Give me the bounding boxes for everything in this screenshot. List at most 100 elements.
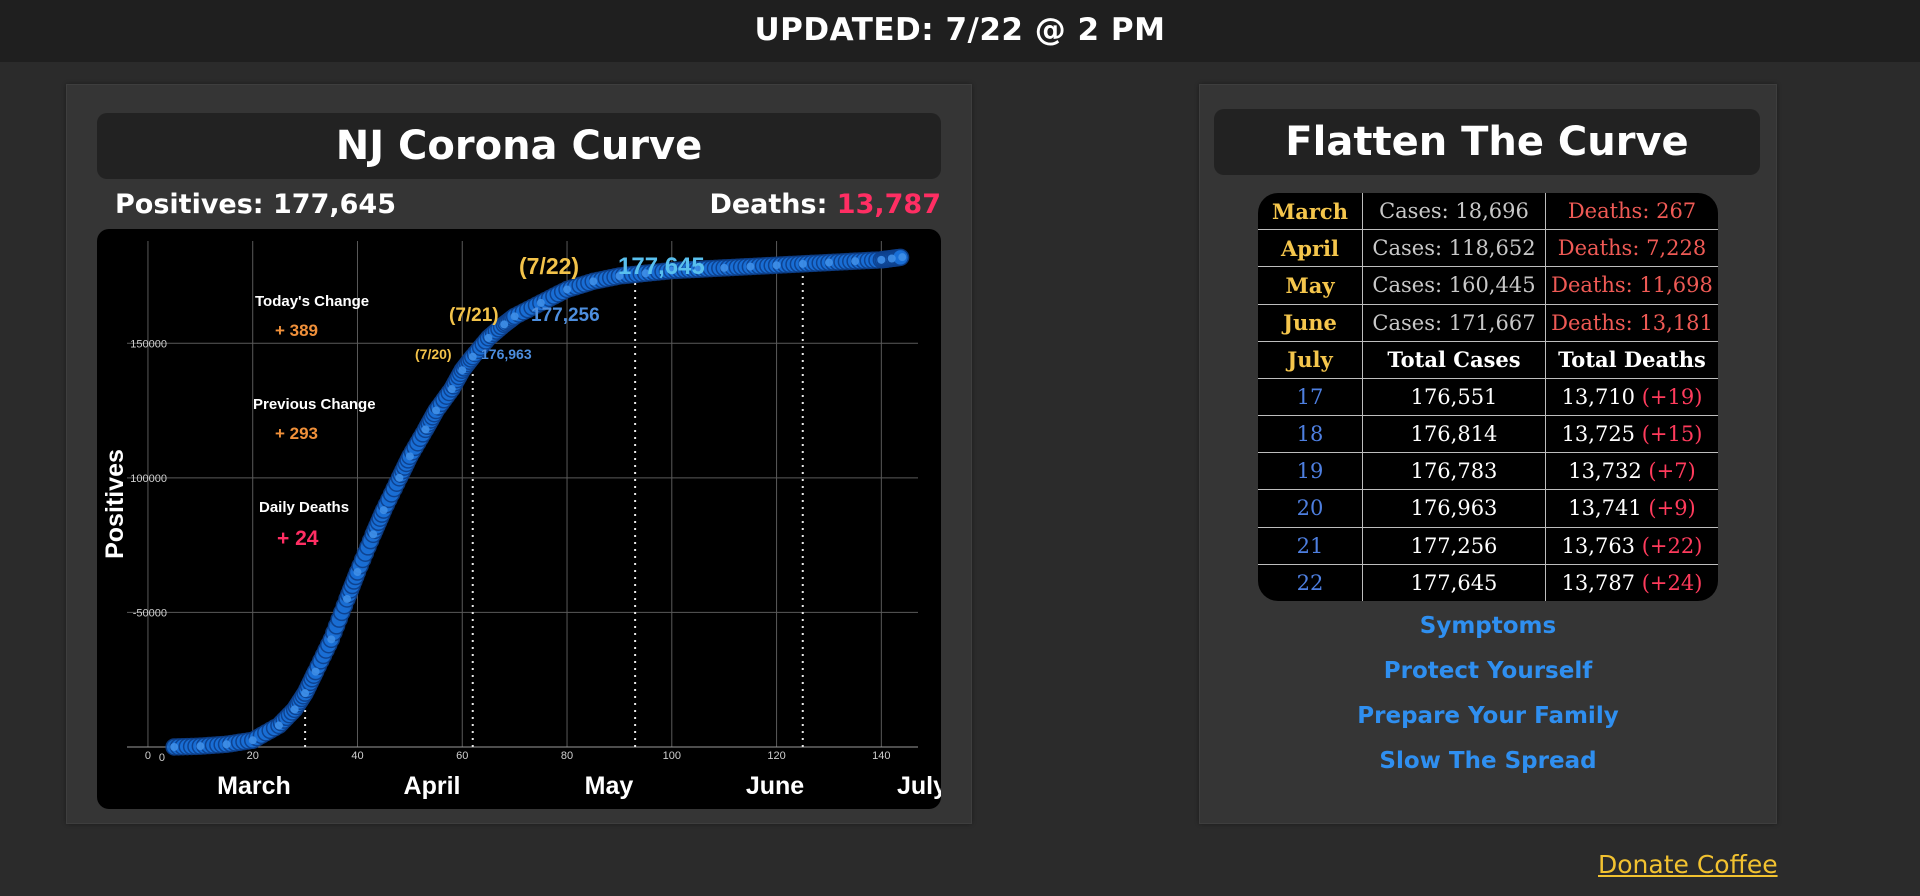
month-label: June <box>746 772 804 800</box>
data-point <box>458 366 467 375</box>
day-cases-cell: 176,963 <box>1363 490 1546 528</box>
table-row: 18 176,814 13,725 (+15) <box>1258 416 1718 454</box>
y-zero-label: 0 <box>159 752 165 764</box>
month-deaths-cell: Deaths: 267 <box>1546 193 1718 231</box>
daily-deaths-value: + 24 <box>277 527 319 550</box>
data-point <box>536 298 545 307</box>
data-point <box>615 271 624 280</box>
deaths-value: 13,787 <box>836 189 941 220</box>
day-cell: 20 <box>1258 490 1363 528</box>
data-point <box>248 736 257 745</box>
data-point <box>877 255 886 264</box>
symptoms-link[interactable]: Symptoms <box>1419 613 1557 639</box>
day-cell: 17 <box>1258 378 1363 417</box>
month-cases-cell: Cases: 160,445 <box>1363 267 1546 305</box>
data-point <box>468 352 477 361</box>
data-point <box>353 568 362 577</box>
data-point <box>170 742 179 751</box>
todays-change-label: Today's Change <box>255 293 369 310</box>
date-722-label: (7/22) <box>519 253 579 279</box>
day-cell: 19 <box>1258 453 1363 491</box>
month-deaths-cell: Deaths: 13,181 <box>1546 305 1718 342</box>
data-point <box>898 253 907 262</box>
table-row: March Cases: 18,696 Deaths: 267 <box>1258 193 1718 231</box>
data-point <box>343 594 352 603</box>
data-point <box>563 285 572 294</box>
data-point <box>798 259 807 268</box>
table-row: 19 176,783 13,732 (+7) <box>1258 453 1718 491</box>
month-label: May <box>585 772 634 800</box>
day-cases-cell: 176,814 <box>1363 416 1546 454</box>
deaths-label: Deaths: <box>709 189 828 220</box>
date-720-label: (7/20) <box>415 346 452 362</box>
slow-spread-link[interactable]: Slow The Spread <box>1379 748 1597 774</box>
death-delta: (+15) <box>1641 422 1703 447</box>
y-axis-label: Positives <box>101 449 129 559</box>
data-point <box>484 333 493 342</box>
x-tick-label: 140 <box>872 750 890 762</box>
value-720-label: 176,963 <box>481 346 532 362</box>
table-row: 21 177,256 13,763 (+22) <box>1258 527 1718 565</box>
x-tick-label: 0 <box>145 750 151 762</box>
data-point <box>851 257 860 266</box>
curve-panel-title: NJ Corona Curve <box>97 113 941 179</box>
todays-change-value: + 389 <box>275 321 318 340</box>
death-delta: (+24) <box>1641 570 1703 595</box>
positives-label: Positives: <box>115 189 264 220</box>
month-label: July <box>897 772 941 800</box>
positives-stat: Positives: 177,645 <box>115 189 396 220</box>
positives-value: 177,645 <box>273 189 396 220</box>
data-point <box>447 385 456 394</box>
data-point <box>720 263 729 272</box>
data-point <box>274 721 283 730</box>
death-delta: (+7) <box>1648 459 1696 484</box>
data-point <box>510 312 519 321</box>
table-row: April Cases: 118,652 Deaths: 7,228 <box>1258 230 1718 268</box>
day-deaths-cell: 13,710 (+19) <box>1546 379 1718 417</box>
table-row: June Cases: 171,667 Deaths: 13,181 <box>1258 304 1718 342</box>
data-point <box>379 506 388 515</box>
flatten-panel-title: Flatten The Curve <box>1214 109 1760 175</box>
month-name-cell: April <box>1258 230 1363 268</box>
y-tick-label: 150000 <box>130 338 167 350</box>
y-tick-label: -50000 <box>133 607 167 619</box>
month-deaths-cell: Deaths: 7,228 <box>1546 230 1718 268</box>
table-row: 22 177,645 13,787 (+24) <box>1258 564 1718 601</box>
protect-yourself-link[interactable]: Protect Yourself <box>1383 658 1593 684</box>
curve-panel: NJ Corona Curve Positives: 177,645 Death… <box>66 84 972 824</box>
x-tick-label: 120 <box>767 750 785 762</box>
x-tick-label: 80 <box>561 750 573 762</box>
y-tick-label: 100000 <box>130 473 167 485</box>
header-deaths-cell: Total Deaths <box>1546 342 1718 379</box>
day-cases-cell: 176,783 <box>1363 453 1546 491</box>
value-722-label: 177,645 <box>618 253 705 280</box>
data-point <box>421 425 430 434</box>
table-row: May Cases: 160,445 Deaths: 11,698 <box>1258 267 1718 305</box>
day-cases-cell: 177,256 <box>1363 527 1546 565</box>
updated-banner: UPDATED: 7/22 @ 2 PM <box>754 12 1166 48</box>
data-point <box>432 406 441 415</box>
flatten-panel: Flatten The Curve March Cases: 18,696 Deat… <box>1199 84 1777 824</box>
date-721-label: (7/21) <box>449 305 499 326</box>
day-deaths-cell: 13,787 (+24) <box>1561 570 1703 595</box>
day-deaths-cell: 13,732 (+7) <box>1546 453 1718 491</box>
month-deaths-cell: Deaths: 11,698 <box>1546 267 1718 305</box>
header-month-cell: July <box>1258 341 1363 379</box>
x-tick-label: 100 <box>663 750 681 762</box>
month-name-cell: May <box>1258 267 1363 305</box>
table-row: 20 176,963 13,741 (+9) <box>1258 490 1718 528</box>
month-label: April <box>404 772 461 800</box>
day-deaths-cell: 13,763 (+22) <box>1546 528 1718 565</box>
prepare-family-link[interactable]: Prepare Your Family <box>1357 703 1619 729</box>
data-point <box>222 740 231 749</box>
stats-table: March Cases: 18,696 Deaths: 267 April Cases:… <box>1258 193 1718 601</box>
donate-coffee-link[interactable]: Donate Coffee <box>1598 850 1778 879</box>
deaths-stat: Deaths: 13,787 <box>709 189 941 220</box>
x-tick-label: 60 <box>456 750 468 762</box>
month-cases-cell: Cases: 171,667 <box>1363 304 1546 342</box>
data-point <box>693 265 702 274</box>
month-cases-cell: Cases: 18,696 <box>1363 193 1546 231</box>
data-point <box>327 635 336 644</box>
day-cell: 18 <box>1258 416 1363 454</box>
data-point <box>500 320 509 329</box>
